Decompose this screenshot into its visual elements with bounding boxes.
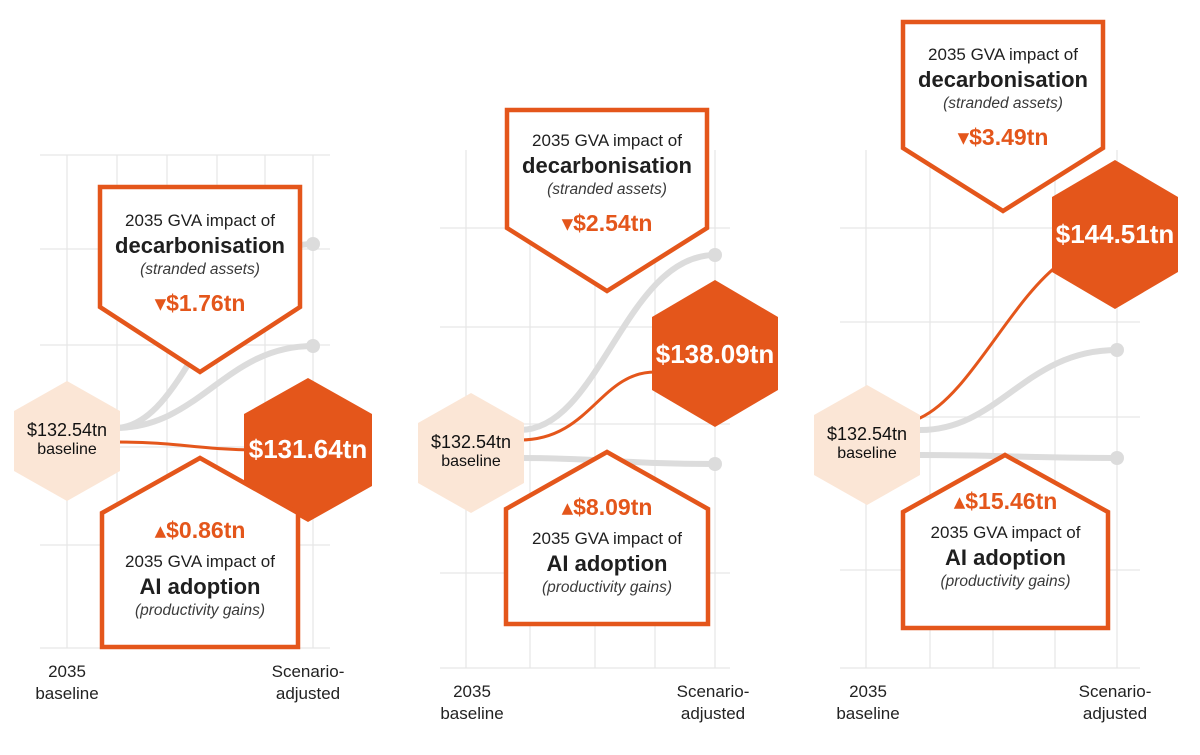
baseline-label: $132.54tn baseline xyxy=(418,432,524,472)
ai-adoption-callout-box xyxy=(503,449,711,627)
decarbonisation-value: ▾$1.76tn xyxy=(154,290,246,316)
scenario-result-hexagon xyxy=(244,378,372,522)
ai-adoption-heading: 2035 GVA impact of xyxy=(532,529,682,548)
x-tick-label: Scenario- xyxy=(676,682,750,701)
ai-adoption-subtitle: (productivity gains) xyxy=(134,602,266,619)
decarbonisation-subtitle: (stranded assets) xyxy=(943,95,1063,112)
x-tick-label: Scenario- xyxy=(1078,682,1152,701)
x-tick-label: adjusted xyxy=(275,684,341,703)
decarbonisation-endpoint xyxy=(708,457,722,471)
baseline-caption: baseline xyxy=(37,441,97,458)
scenario-result-value: $144.51tn xyxy=(1055,219,1175,249)
ai-adoption-heading: 2035 GVA impact of xyxy=(930,523,1081,542)
ai-adoption-callout-box xyxy=(99,455,301,650)
decarbonisation-value: ▾$2.54tn xyxy=(561,210,653,236)
panel-3-graphics xyxy=(814,19,1178,669)
x-tick-label: 2035 xyxy=(453,682,491,701)
x-axis-end-label: Scenario- adjusted xyxy=(253,661,363,705)
ai-adoption-callout: ▴$15.46tn 2035 GVA impact of AI adoption… xyxy=(903,486,1108,592)
baseline-caption: baseline xyxy=(441,453,501,470)
ai-adoption-value: ▴$15.46tn xyxy=(953,488,1058,514)
decarbonisation-path xyxy=(917,452,1120,461)
decarbonisation-title: decarbonisation xyxy=(522,153,692,178)
scenario-result-hexagon xyxy=(1052,160,1178,309)
decarbonisation-heading: 2035 GVA impact of xyxy=(928,45,1078,64)
ai-adoption-value: ▴$0.86tn xyxy=(154,517,246,543)
x-tick-label: adjusted xyxy=(680,704,746,723)
panel-2-graphics xyxy=(418,107,778,669)
x-tick-label: baseline xyxy=(440,704,504,723)
decarbonisation-callout-box xyxy=(900,19,1106,214)
ai-adoption-endpoint xyxy=(1110,343,1124,357)
ai-adoption-title: AI adoption xyxy=(546,551,668,576)
x-tick-label: 2035 xyxy=(48,662,86,681)
baseline-label: $132.54tn baseline xyxy=(814,424,920,464)
scenario-panel-1: 2035 GVA impact of decarbonisation (stra… xyxy=(0,0,400,755)
ai-adoption-path xyxy=(917,347,1120,433)
x-axis-start-label: 2035 baseline xyxy=(828,681,908,725)
decarbonisation-endpoint xyxy=(1110,451,1124,465)
x-axis-start-label: 2035 baseline xyxy=(432,681,512,725)
decarbonisation-callout: 2035 GVA impact of decarbonisation (stra… xyxy=(507,130,707,238)
decarbonisation-heading: 2035 GVA impact of xyxy=(532,131,682,150)
decarbonisation-subtitle: (stranded assets) xyxy=(547,181,667,198)
x-tick-label: adjusted xyxy=(1082,704,1148,723)
scenario-adjusted-path xyxy=(113,440,262,452)
decarbonisation-callout: 2035 GVA impact of decarbonisation (stra… xyxy=(903,44,1103,152)
scenario-panel-2: 2035 GVA impact of decarbonisation (stra… xyxy=(400,0,800,755)
ai-adoption-endpoint xyxy=(708,248,722,262)
ai-adoption-callout: ▴$0.86tn 2035 GVA impact of AI adoption … xyxy=(102,515,298,621)
scenario-adjusted-path xyxy=(518,370,657,442)
scenario-panel-3: 2035 GVA impact of decarbonisation (stra… xyxy=(800,0,1200,755)
ai-adoption-path xyxy=(517,252,718,433)
ai-adoption-callout: ▴$8.09tn 2035 GVA impact of AI adoption … xyxy=(506,492,708,598)
x-tick-label: baseline xyxy=(35,684,99,703)
decarbonisation-callout: 2035 GVA impact of decarbonisation (stra… xyxy=(100,210,300,318)
x-tick-label: baseline xyxy=(836,704,900,723)
ai-adoption-path xyxy=(112,343,316,431)
ai-adoption-subtitle: (productivity gains) xyxy=(541,579,673,596)
decarbonisation-heading: 2035 GVA impact of xyxy=(125,211,275,230)
baseline-label: $132.54tn baseline xyxy=(14,420,120,460)
scenario-result-value: $131.64tn xyxy=(248,434,368,464)
panel-1-graphics xyxy=(14,154,372,650)
decarbonisation-title: decarbonisation xyxy=(115,233,285,258)
scenario-adjusted-path xyxy=(918,260,1064,420)
baseline-hexagon xyxy=(14,381,120,501)
decarbonisation-callout-box xyxy=(97,184,303,375)
scenario-result-hexagon xyxy=(652,280,778,427)
decarbonisation-title: decarbonisation xyxy=(918,67,1088,92)
ai-adoption-subtitle: (productivity gains) xyxy=(940,573,1071,590)
ai-adoption-heading: 2035 GVA impact of xyxy=(125,552,275,571)
ai-adoption-title: AI adoption xyxy=(139,574,261,599)
ai-adoption-title: AI adoption xyxy=(945,545,1066,570)
decarbonisation-endpoint xyxy=(306,237,320,251)
x-axis-end-label: Scenario- adjusted xyxy=(1060,681,1170,725)
ai-adoption-value: ▴$8.09tn xyxy=(561,494,653,520)
x-axis-start-label: 2035 baseline xyxy=(27,661,107,705)
baseline-caption: baseline xyxy=(837,445,897,462)
ai-adoption-callout-box xyxy=(900,452,1111,631)
scenario-result-value: $138.09tn xyxy=(655,339,775,369)
decarbonisation-subtitle: (stranded assets) xyxy=(140,261,260,278)
baseline-value: $132.54tn xyxy=(826,424,908,444)
x-axis-end-label: Scenario- adjusted xyxy=(658,681,768,725)
x-tick-label: Scenario- xyxy=(271,662,345,681)
baseline-value: $132.54tn xyxy=(26,420,108,440)
baseline-value: $132.54tn xyxy=(430,432,512,452)
x-tick-label: 2035 xyxy=(849,682,887,701)
decarbonisation-callout-box xyxy=(504,107,710,294)
ai-adoption-endpoint xyxy=(306,339,320,353)
baseline-hexagon xyxy=(814,385,920,505)
baseline-hexagon xyxy=(418,393,524,513)
decarbonisation-value: ▾$3.49tn xyxy=(957,124,1049,150)
